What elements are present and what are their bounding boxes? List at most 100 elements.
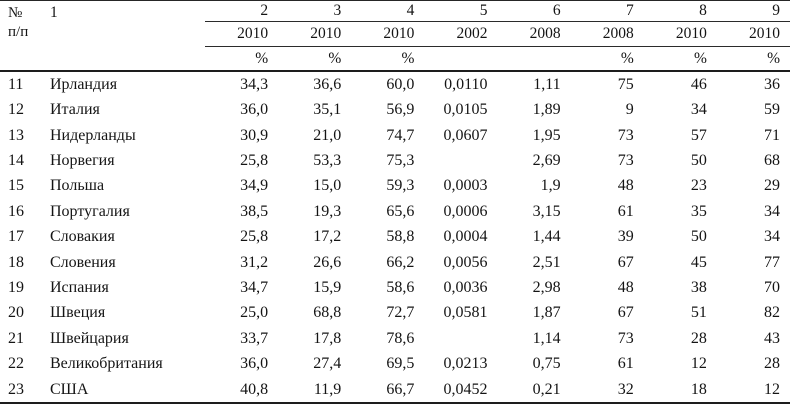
row-number-cell: 14 <box>8 152 24 170</box>
value-cell: 0,0004 <box>443 228 488 246</box>
row-number-cell: 20 <box>8 304 24 322</box>
value-cell: 17,2 <box>313 228 342 246</box>
value-cell: 58,6 <box>386 279 415 297</box>
value-cell <box>424 148 497 173</box>
unit-cell <box>424 46 498 72</box>
value-cell: 0,0036 <box>443 279 488 297</box>
table-row: 14 Норвегия 25,8 53,3 75,3 2,69 73 50 68 <box>0 148 790 173</box>
unit-cell: % <box>716 46 790 72</box>
value-cell: 0,0056 <box>443 253 488 271</box>
value-cell: 28 <box>690 329 707 347</box>
table-row: 22 Великобритания 36,0 27,4 69,5 0,0213 0,75 61… <box>0 351 790 376</box>
value-cell: 0,0213 <box>443 355 488 373</box>
value-cell: 12 <box>690 355 707 373</box>
row-number-cell: 18 <box>8 253 24 271</box>
value-cell: 1,87 <box>532 304 561 322</box>
value-cell: 34,3 <box>240 75 269 93</box>
country-name-cell: Италия <box>50 101 100 119</box>
value-cell: 66,7 <box>351 376 425 405</box>
value-cell: 61 <box>617 355 634 373</box>
country-name-cell: Португалия <box>50 202 130 220</box>
year-cell: 2010 <box>351 21 425 47</box>
column-number-cell: 7 <box>570 0 644 22</box>
value-cell: 36 <box>764 75 780 93</box>
value-cell: 0,0607 <box>443 126 488 144</box>
value-cell: 56,9 <box>386 101 415 119</box>
value-cell: 78,6 <box>386 329 415 347</box>
column-number-cell: 4 <box>351 0 425 22</box>
value-cell: 23 <box>690 177 707 195</box>
row-number-cell: 16 <box>8 202 24 220</box>
value-cell: 73 <box>617 329 634 347</box>
value-cell: 1,9 <box>540 177 561 195</box>
value-cell: 48 <box>617 177 634 195</box>
value-cell: 40,8 <box>205 376 279 405</box>
unit-cell <box>497 46 571 72</box>
row-number-header-line1: № <box>8 5 23 21</box>
value-cell: 46 <box>690 75 707 93</box>
table-row: 16 Португалия 38,5 19,3 65,6 0,0006 3,15 61 35 34 <box>0 199 790 224</box>
value-cell: 0,21 <box>497 376 571 405</box>
row-number-cell: 12 <box>8 101 24 119</box>
row-number-header-cell: № п/п <box>0 0 42 72</box>
value-cell: 35,1 <box>313 101 342 119</box>
row-number-header-line2: п/п <box>8 23 29 40</box>
table-header: № п/п 1 2 3 4 5 6 7 8 9 2010 2010 2010 2… <box>0 0 790 72</box>
country-name-cell: Польша <box>50 177 105 195</box>
value-cell: 26,6 <box>313 253 342 271</box>
value-cell: 50 <box>690 228 707 246</box>
table-body: 11 Ирландия 34,3 36,6 60,0 0,0110 1,11 75 46 36 12… <box>0 71 790 405</box>
year-cell: 2010 <box>205 21 279 47</box>
value-cell: 61 <box>617 202 634 220</box>
value-cell: 1,14 <box>532 329 561 347</box>
value-cell: 15,0 <box>313 177 342 195</box>
value-cell: 70 <box>764 279 780 297</box>
year-cell: 2010 <box>278 21 352 47</box>
value-cell: 18 <box>643 376 717 405</box>
value-cell: 27,4 <box>313 355 342 373</box>
unit-cell: % <box>570 46 644 72</box>
value-cell: 34,9 <box>240 177 269 195</box>
value-cell: 53,3 <box>313 152 342 170</box>
value-cell: 28 <box>764 355 780 373</box>
row-number-cell: 17 <box>8 228 24 246</box>
value-cell: 11,9 <box>278 376 352 405</box>
value-cell: 34 <box>764 202 780 220</box>
value-cell: 2,98 <box>532 279 561 297</box>
value-cell: 59,3 <box>386 177 415 195</box>
value-cell: 9 <box>625 101 634 119</box>
table-row: 19 Испания 34,7 15,9 58,6 0,0036 2,98 48 38 70 <box>0 275 790 300</box>
header-row-units: % % % % % % <box>0 46 790 72</box>
table-row: 13 Нидерланды 30,9 21,0 74,7 0,0607 1,95 73 57 71 <box>0 123 790 148</box>
table-row: 17 Словакия 25,8 17,2 58,8 0,0004 1,44 39 50 34 <box>0 224 790 249</box>
value-cell: 2,51 <box>532 253 561 271</box>
value-cell: 65,6 <box>386 202 415 220</box>
value-cell: 38 <box>690 279 707 297</box>
header-row-column-numbers: № п/п 1 2 3 4 5 6 7 8 9 <box>0 0 790 72</box>
country-name-cell: Словакия <box>50 228 115 246</box>
value-cell: 39 <box>617 228 634 246</box>
table-row: 11 Ирландия 34,3 36,6 60,0 0,0110 1,11 75 46 36 <box>0 71 790 97</box>
value-cell: 58,8 <box>386 228 415 246</box>
value-cell: 1,95 <box>532 126 561 144</box>
value-cell: 77 <box>764 253 780 271</box>
row-number-cell: 11 <box>8 75 24 93</box>
row-number-cell: 19 <box>8 279 24 297</box>
table-row: 21 Швейцария 33,7 17,8 78,6 1,14 73 28 43 <box>0 326 790 351</box>
statistics-table: № п/п 1 2 3 4 5 6 7 8 9 2010 2010 2010 2… <box>0 0 790 405</box>
value-cell: 38,5 <box>240 202 269 220</box>
value-cell: 51 <box>690 304 707 322</box>
value-cell: 1,44 <box>532 228 561 246</box>
value-cell: 73 <box>617 152 634 170</box>
value-cell: 25,8 <box>240 152 269 170</box>
value-cell: 0,0110 <box>444 75 488 93</box>
value-cell: 75,3 <box>386 152 415 170</box>
row-number-cell: 13 <box>8 126 24 144</box>
unit-cell: % <box>278 46 352 72</box>
value-cell: 73 <box>617 126 634 144</box>
table-row: 20 Швеция 25,0 68,8 72,7 0,0581 1,87 67 51 82 <box>0 301 790 326</box>
value-cell: 21,0 <box>313 126 342 144</box>
value-cell: 0,75 <box>532 355 561 373</box>
value-cell: 12 <box>716 376 790 405</box>
year-cell: 2002 <box>424 21 498 47</box>
